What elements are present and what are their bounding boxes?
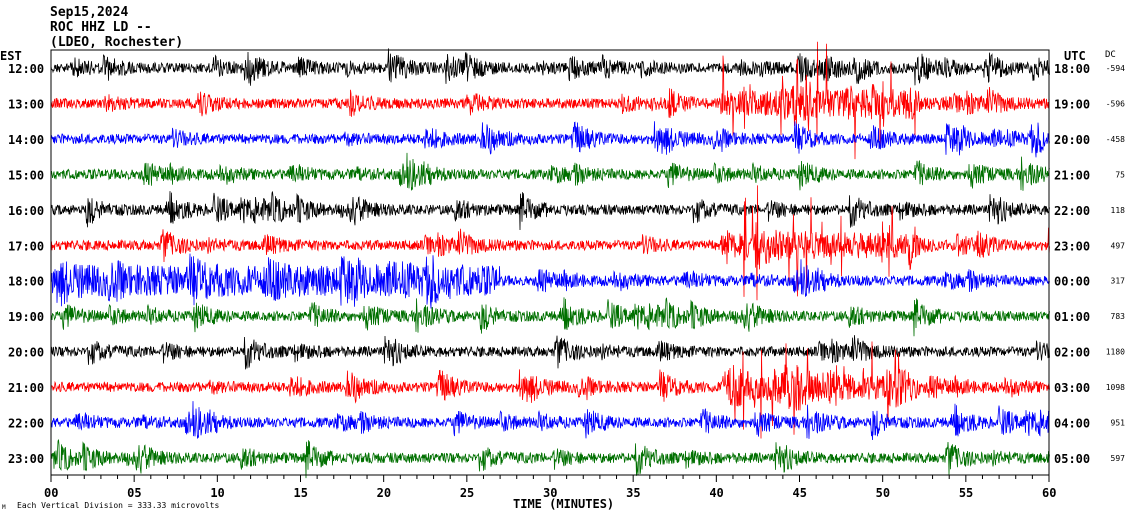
est-hour-label: 18:00 (8, 275, 44, 289)
utc-hour-label: 23:00 (1054, 239, 1090, 253)
x-tick-label: 60 (1042, 486, 1056, 500)
x-tick-label: 20 (377, 486, 391, 500)
x-tick-label: 25 (460, 486, 474, 500)
utc-hour-label: 05:00 (1054, 452, 1090, 466)
trace-hour-1700 (50, 185, 1050, 301)
est-hour-label: 22:00 (8, 417, 44, 431)
x-tick-label: 50 (876, 486, 890, 500)
x-tick-label: 35 (626, 486, 640, 500)
dc-offset-value: -596 (1106, 99, 1125, 108)
utc-hour-label: 04:00 (1054, 417, 1090, 431)
utc-hour-label: 01:00 (1054, 310, 1090, 324)
est-hour-label: 17:00 (8, 239, 44, 253)
dc-offset-value: 951 (1111, 419, 1126, 428)
trace-hour-2000 (50, 335, 1050, 370)
x-axis-label: TIME (MINUTES) (513, 497, 614, 511)
corner-mark: M (2, 504, 6, 511)
est-hour-label: 13:00 (8, 97, 44, 111)
dc-offset-value: 497 (1111, 241, 1126, 250)
utc-hour-label: 02:00 (1054, 346, 1090, 360)
dc-offset-value: 118 (1111, 206, 1126, 215)
dc-offset-value: 1098 (1106, 383, 1125, 392)
trace-hour-2200 (50, 401, 1050, 441)
x-tick-label: 10 (210, 486, 224, 500)
est-hour-label: 21:00 (8, 381, 44, 395)
seismic-traces (50, 41, 1050, 479)
est-hour-label: 19:00 (8, 310, 44, 324)
x-tick-label: 30 (543, 486, 557, 500)
dc-offset-value: -594 (1106, 64, 1125, 73)
dc-offset-value: 783 (1111, 312, 1126, 321)
utc-hour-label: 00:00 (1054, 275, 1090, 289)
trace-hour-1600 (50, 191, 1050, 231)
dc-offset-value: 317 (1111, 277, 1126, 286)
x-tick-label: 55 (959, 486, 973, 500)
utc-hour-label: 22:00 (1054, 204, 1090, 218)
utc-axis-label: UTC (1064, 49, 1086, 63)
trace-hour-1400 (50, 121, 1050, 158)
trace-hour-2300 (50, 439, 1050, 479)
utc-hour-label: 18:00 (1054, 62, 1090, 76)
x-tick-label: 45 (793, 486, 807, 500)
dc-offset-value: -458 (1106, 135, 1125, 144)
dc-offset-value: 75 (1115, 170, 1125, 179)
x-tick-label: 00 (44, 486, 58, 500)
dc-offset-value: 597 (1111, 454, 1126, 463)
title-line-3: (LDEO, Rochester) (50, 35, 183, 50)
utc-hour-label: 03:00 (1054, 381, 1090, 395)
trace-hour-2100 (50, 341, 1050, 439)
est-hour-label: 20:00 (8, 346, 44, 360)
trace-hour-1900 (50, 297, 1050, 337)
x-tick-label: 40 (709, 486, 723, 500)
est-hour-label: 12:00 (8, 62, 44, 76)
est-hour-label: 15:00 (8, 168, 44, 182)
est-axis-label: EST (0, 49, 22, 63)
x-tick-label: 05 (127, 486, 141, 500)
title-line-2: ROC HHZ LD -- (50, 20, 152, 35)
x-tick-label: 15 (294, 486, 308, 500)
scale-note: Each Vertical Division = 333.33 microvol… (17, 501, 219, 510)
dc-label: DC (1105, 50, 1116, 60)
utc-hour-label: 19:00 (1054, 97, 1090, 111)
trace-hour-1800 (50, 253, 1050, 309)
utc-hour-label: 20:00 (1054, 133, 1090, 147)
est-hour-label: 14:00 (8, 133, 44, 147)
trace-hour-1300 (50, 41, 1050, 160)
dc-offset-value: 1180 (1106, 348, 1125, 357)
est-hour-label: 23:00 (8, 452, 44, 466)
est-hour-label: 16:00 (8, 204, 44, 218)
trace-hour-1500 (50, 152, 1050, 191)
utc-hour-label: 21:00 (1054, 168, 1090, 182)
title-line-1: Sep15,2024 (50, 5, 128, 20)
trace-hour-1200 (50, 48, 1050, 86)
